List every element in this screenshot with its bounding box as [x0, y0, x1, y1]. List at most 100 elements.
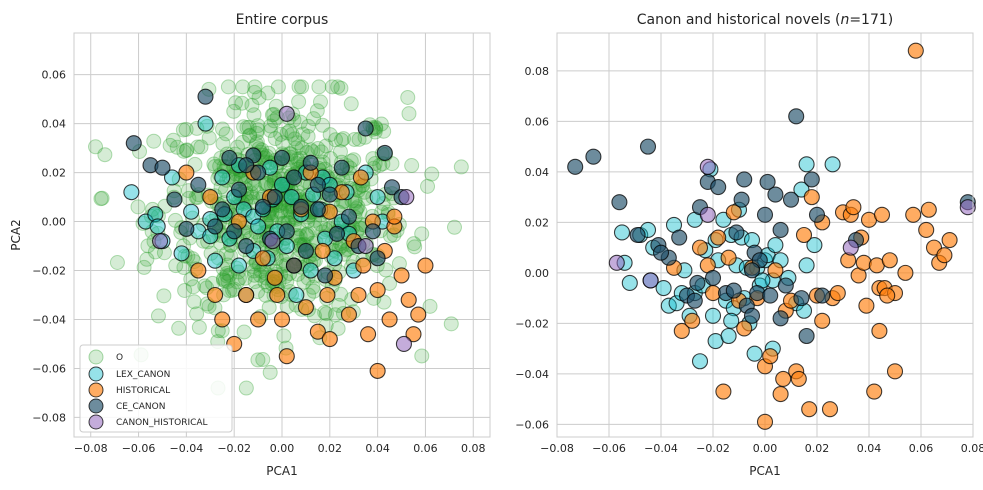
point-ce-canon	[772, 221, 789, 238]
point-o	[146, 133, 162, 149]
point-o	[414, 226, 430, 242]
point-o	[273, 126, 289, 142]
point-historical	[829, 285, 846, 302]
point-ce-canon	[772, 310, 789, 327]
point-o	[220, 273, 236, 289]
point-ce-canon	[782, 191, 800, 208]
point-ce-canon	[759, 173, 776, 191]
point-o	[407, 239, 423, 255]
point-ce-canon	[364, 223, 381, 240]
point-historical	[941, 232, 958, 249]
point-ce-canon	[166, 191, 183, 208]
point-o	[235, 134, 251, 150]
point-historical	[795, 226, 813, 244]
x-tick-label: −0.08	[540, 442, 574, 455]
point-lex-canon	[369, 188, 386, 206]
point-o	[365, 189, 381, 205]
point-o	[228, 260, 244, 276]
point-o	[247, 267, 263, 283]
point-canon-historical	[642, 272, 659, 289]
point-historical	[803, 189, 820, 206]
x-tick-label: 0.02	[318, 442, 343, 455]
point-o	[274, 203, 290, 219]
x-tick-label: −0.08	[74, 442, 108, 455]
point-lex-canon	[273, 176, 291, 193]
legend-marker-lex-canon	[88, 366, 104, 382]
x-tick-label: 0.06	[413, 442, 438, 455]
point-o	[185, 279, 201, 295]
point-o	[332, 144, 348, 160]
point-lex-canon	[824, 156, 841, 173]
point-o	[344, 193, 360, 209]
x-tick-label: −0.04	[644, 442, 678, 455]
point-lex-canon	[704, 307, 722, 324]
point-o	[241, 119, 257, 135]
point-o	[305, 279, 321, 295]
legend-frame	[79, 344, 233, 433]
point-ce-canon	[230, 181, 248, 198]
y-tick-label: 0.00	[42, 216, 67, 229]
point-canon-historical	[608, 254, 625, 271]
point-ce-canon	[733, 191, 750, 208]
point-historical	[767, 262, 784, 279]
point-ce-canon	[309, 201, 326, 218]
point-o	[328, 132, 344, 148]
point-historical	[202, 188, 219, 206]
point-ce-canon	[736, 171, 753, 188]
legend-marker-historical	[88, 382, 104, 398]
point-o	[406, 236, 422, 252]
point-ce-canon	[333, 159, 350, 176]
point-historical	[756, 413, 774, 430]
point-historical	[381, 311, 398, 328]
point-o	[336, 246, 352, 262]
point-historical	[920, 201, 937, 218]
right-chart-title: Canon and historical novels (n=171)	[637, 12, 894, 28]
point-o	[288, 140, 304, 156]
point-ce-canon	[238, 237, 255, 255]
point-ce-canon	[567, 158, 584, 175]
point-o	[287, 131, 303, 147]
point-ce-canon	[154, 159, 171, 176]
point-o	[220, 79, 236, 95]
point-o	[215, 261, 231, 277]
point-o	[331, 297, 347, 313]
point-o	[330, 321, 346, 337]
legend-label-lex-canon: LEX_CANON	[116, 370, 170, 380]
point-ce-canon	[340, 208, 357, 225]
point-lex-canon	[621, 274, 638, 292]
point-ce-canon	[756, 206, 774, 223]
x-tick-label: 0.08	[961, 442, 983, 455]
x-tick-label: −0.06	[122, 442, 156, 455]
point-historical	[250, 311, 267, 328]
point-historical	[386, 208, 403, 225]
point-canon-historical	[959, 199, 976, 216]
point-lex-canon	[691, 353, 709, 370]
point-o	[366, 160, 382, 176]
point-o	[400, 89, 416, 105]
point-o	[177, 248, 193, 264]
point-lex-canon	[798, 257, 815, 274]
point-historical	[319, 286, 336, 304]
point-ce-canon	[743, 262, 761, 279]
point-historical	[269, 286, 286, 304]
point-ce-canon	[689, 274, 706, 292]
point-o	[347, 195, 363, 211]
point-o	[295, 126, 311, 142]
point-historical	[858, 297, 875, 314]
point-o	[250, 122, 266, 138]
point-o	[414, 348, 430, 364]
point-o	[167, 212, 183, 228]
point-o	[291, 79, 307, 95]
point-o	[299, 228, 315, 244]
point-ce-canon	[266, 188, 283, 206]
point-historical	[266, 269, 283, 286]
y-tick-label: −0.06	[32, 362, 66, 375]
point-o	[231, 270, 247, 286]
point-lex-canon	[197, 115, 214, 132]
point-ce-canon	[704, 269, 722, 286]
point-o	[226, 103, 242, 119]
point-historical	[855, 254, 872, 271]
point-ce-canon	[639, 138, 657, 155]
point-o	[422, 298, 438, 314]
point-o	[199, 118, 215, 134]
